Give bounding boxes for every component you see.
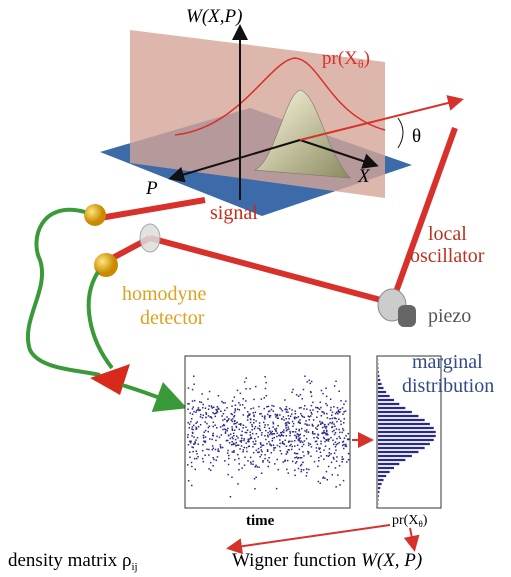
x-label: X xyxy=(357,166,371,187)
signal-beam xyxy=(100,200,205,218)
text: Wigner function xyxy=(232,550,361,571)
lo-input-beam xyxy=(392,128,455,303)
marginal-dist-label: marginal xyxy=(412,351,483,373)
piezo-label: piezo xyxy=(428,305,471,327)
marginal-label: pr(Xθ) xyxy=(322,48,370,71)
text: pr(X xyxy=(392,513,418,528)
marginal-dist-label: distribution xyxy=(402,375,494,397)
lo-label: oscillator xyxy=(410,245,485,267)
text: pr(X xyxy=(322,48,358,69)
text: ) xyxy=(364,48,370,69)
subscript: ij xyxy=(131,561,137,573)
signal-label: signal xyxy=(210,202,258,224)
figure: W(X,P) pr(Xθ) θ X P signal local oscilla… xyxy=(0,0,511,577)
cable-arrow xyxy=(122,385,176,404)
w-axis-label: W(X,P) xyxy=(186,6,242,27)
text: ) xyxy=(423,513,428,528)
detector-label: detector xyxy=(140,307,205,329)
cable xyxy=(89,272,112,368)
beam-splitter xyxy=(140,224,160,252)
lo-label: local xyxy=(428,223,467,245)
angle-label: θ xyxy=(412,126,421,147)
time-label: time xyxy=(246,513,275,529)
p-label: P xyxy=(145,178,158,199)
detector xyxy=(84,204,106,226)
density-matrix-label: density matrix ρij xyxy=(8,550,138,573)
wigner-function-label: Wigner function W(X, P) xyxy=(232,550,422,571)
angle-arc xyxy=(398,118,403,148)
piezo-actuator xyxy=(398,305,416,327)
arrow xyxy=(410,528,414,548)
hist-axis-label: pr(Xθ) xyxy=(392,513,428,529)
text: W(X, P) xyxy=(361,550,422,571)
text: density matrix ρ xyxy=(8,550,131,571)
detector-label: homodyne xyxy=(122,283,207,305)
